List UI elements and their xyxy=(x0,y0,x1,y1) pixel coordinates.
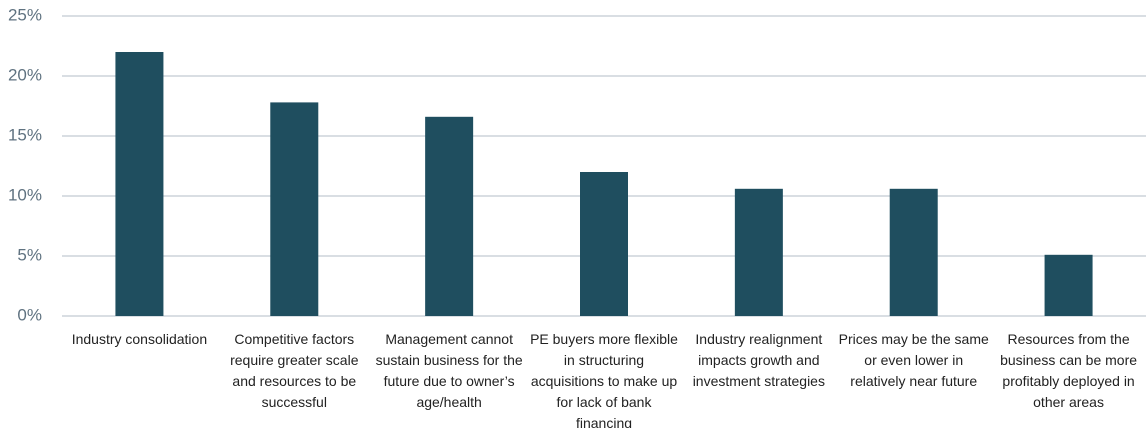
y-tick-label: 10% xyxy=(8,185,42,204)
bar xyxy=(889,188,938,316)
y-tick-label: 15% xyxy=(8,125,42,144)
y-tick-label: 25% xyxy=(8,5,42,24)
bar xyxy=(580,172,628,316)
x-tick-label: Resources from the business can be more … xyxy=(1000,331,1138,410)
x-tick-label: Industry realignment impacts growth and … xyxy=(692,331,825,389)
y-tick-label: 20% xyxy=(8,65,42,84)
x-tick-label: Management cannot sustain business for t… xyxy=(375,331,523,410)
y-tick-label: 0% xyxy=(17,305,42,324)
x-tick-label: Industry consolidation xyxy=(71,331,208,347)
bar xyxy=(1044,254,1093,316)
bar xyxy=(115,52,164,316)
bar xyxy=(734,188,783,316)
x-tick-label: Prices may be the same or even lower in … xyxy=(838,331,989,389)
bar xyxy=(425,116,474,316)
x-tick-label: PE buyers more flexible in structuring a… xyxy=(530,331,678,428)
y-tick-label: 5% xyxy=(17,245,42,264)
bar xyxy=(270,102,319,317)
x-tick-label: Competitive factors require greater scal… xyxy=(230,331,359,410)
